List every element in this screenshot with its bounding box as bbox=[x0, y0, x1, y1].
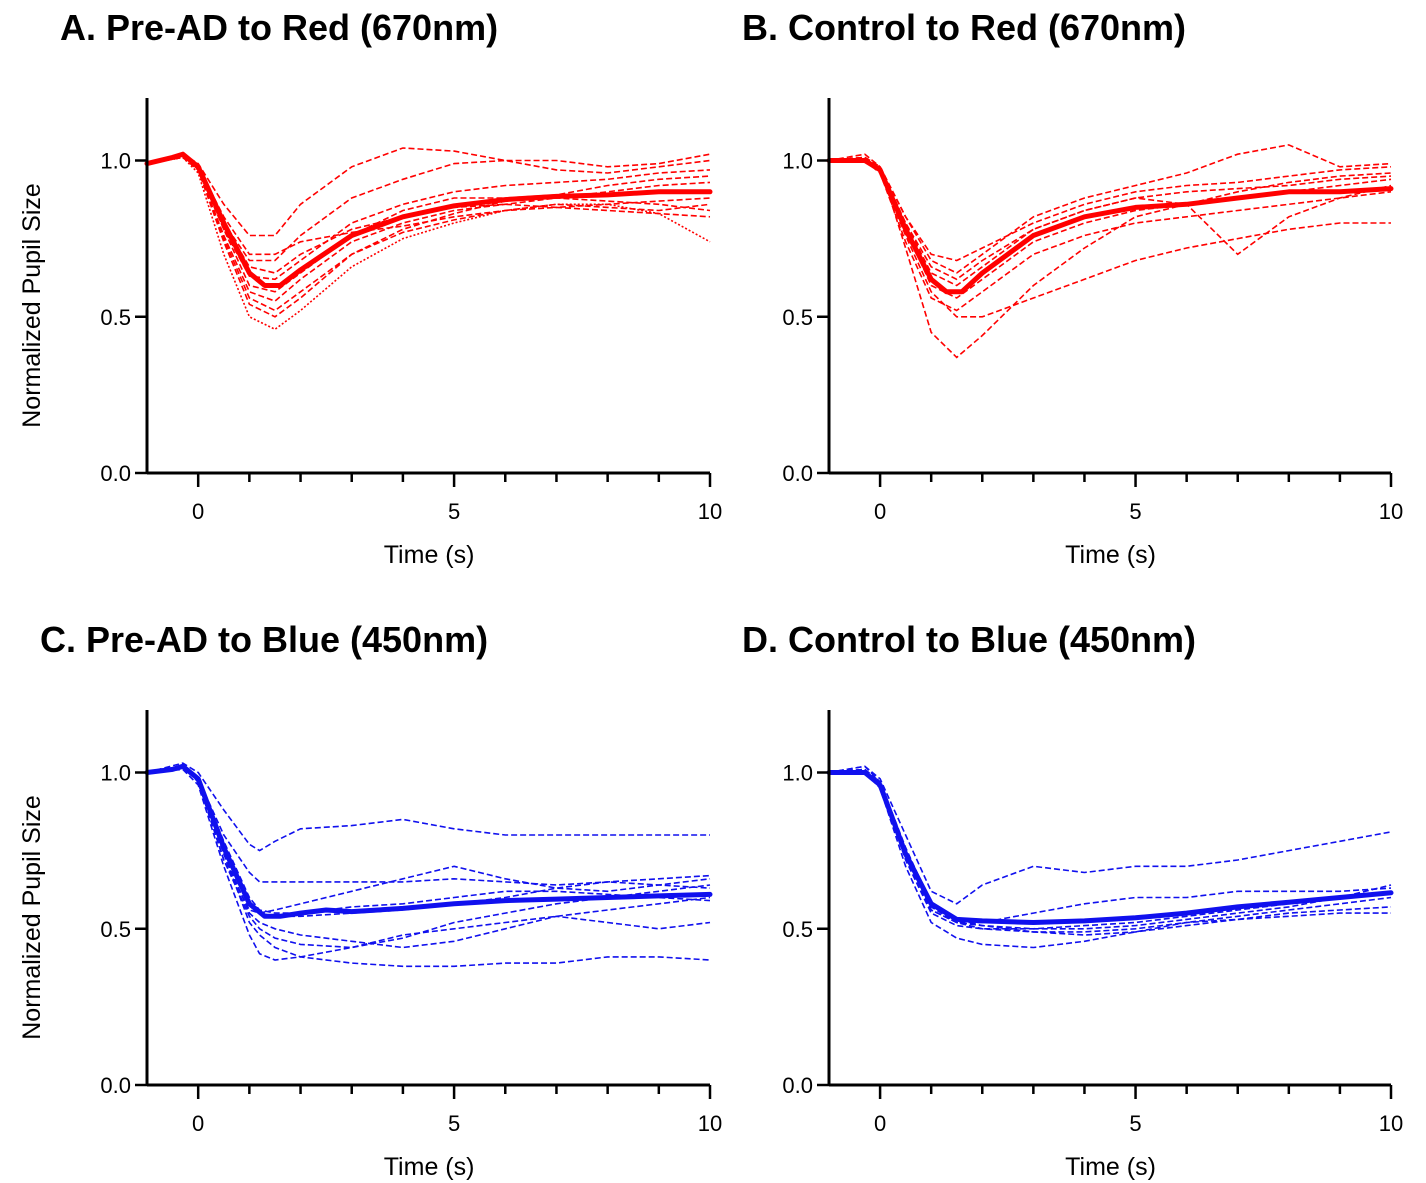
trace-line-1 bbox=[146, 762, 710, 852]
trace-line-8 bbox=[146, 765, 711, 914]
panel-title: A. Pre-AD to Red (670nm) bbox=[60, 7, 498, 48]
trace-line-6 bbox=[828, 156, 1392, 281]
x-tick-label: 0 bbox=[192, 1111, 204, 1136]
x-tick-label: 10 bbox=[1379, 499, 1403, 524]
trace-line-4 bbox=[828, 156, 1392, 287]
y-tick-label: 0.5 bbox=[100, 917, 131, 942]
trace-line-5 bbox=[829, 159, 1392, 299]
y-tick-label: 1.0 bbox=[100, 761, 131, 786]
trace-line-9 bbox=[146, 156, 711, 318]
y-tick-label: 1.0 bbox=[100, 149, 131, 174]
panel-title: C. Pre-AD to Blue (450nm) bbox=[40, 619, 488, 660]
trace-line-10 bbox=[146, 156, 711, 331]
x-tick-label: 5 bbox=[448, 499, 460, 524]
x-axis-label: Time (s) bbox=[384, 1153, 475, 1181]
x-tick-label: 10 bbox=[1379, 1111, 1403, 1136]
x-tick-label: 5 bbox=[1129, 1111, 1141, 1136]
trace-line-6 bbox=[146, 765, 711, 949]
x-tick-label: 10 bbox=[698, 1111, 722, 1136]
y-axis-label: Normalized Pupil Size bbox=[18, 795, 46, 1040]
trace-line-1 bbox=[146, 147, 711, 237]
trace-line-7 bbox=[828, 768, 1392, 930]
panel-d: D. Control to Blue (450nm) Time (s) 0 5 10… bbox=[742, 619, 1403, 1181]
trace-line-5 bbox=[146, 768, 711, 961]
x-axis-label: Time (s) bbox=[1065, 1153, 1156, 1181]
x-axis-label: Time (s) bbox=[384, 541, 475, 569]
y-tick-label: 1.0 bbox=[782, 149, 813, 174]
mean-line bbox=[826, 770, 1394, 925]
x-tick-label: 5 bbox=[448, 1111, 460, 1136]
y-tick-label: 0.5 bbox=[782, 305, 813, 330]
mean-line bbox=[144, 763, 713, 919]
panel-b: B. Control to Red (670nm) Time (s) 0 5 10 0… bbox=[742, 7, 1403, 569]
trace-line-7 bbox=[829, 159, 1392, 312]
trace-line-3 bbox=[146, 765, 711, 886]
trace-line-9 bbox=[146, 765, 711, 918]
panel-a: A. Pre-AD to Red (670nm) Normalized Pupi… bbox=[18, 7, 722, 569]
trace-line-3 bbox=[828, 144, 1392, 274]
x-tick-label: 0 bbox=[874, 1111, 886, 1136]
individual-traces bbox=[828, 144, 1392, 359]
y-tick-label: 1.0 bbox=[782, 761, 813, 786]
panel-c: C. Pre-AD to Blue (450nm) Normalized Pup… bbox=[18, 619, 722, 1181]
y-axis-label: Normalized Pupil Size bbox=[18, 183, 46, 428]
trace-line-4 bbox=[146, 765, 711, 914]
panel-title: B. Control to Red (670nm) bbox=[742, 7, 1186, 48]
y-tick-label: 0.5 bbox=[100, 305, 131, 330]
x-tick-label: 10 bbox=[698, 499, 722, 524]
trace-line-1 bbox=[828, 153, 1392, 359]
x-tick-label: 0 bbox=[874, 499, 886, 524]
x-tick-label: 5 bbox=[1129, 499, 1141, 524]
y-tick-label: 0.0 bbox=[782, 1073, 813, 1098]
panel-title: D. Control to Blue (450nm) bbox=[742, 619, 1196, 660]
trace-line-4 bbox=[146, 156, 711, 303]
trace-line-1 bbox=[828, 765, 1392, 905]
trace-line-2 bbox=[829, 159, 1391, 318]
x-tick-label: 0 bbox=[192, 499, 204, 524]
trace-line-7 bbox=[146, 765, 711, 949]
mean-line bbox=[826, 158, 1394, 295]
y-tick-label: 0.0 bbox=[100, 461, 131, 486]
y-tick-label: 0.0 bbox=[100, 1073, 131, 1098]
mean-line bbox=[144, 151, 713, 288]
x-axis-label: Time (s) bbox=[1065, 541, 1156, 569]
y-tick-label: 0.0 bbox=[782, 461, 813, 486]
trace-line-4 bbox=[828, 768, 1392, 930]
y-tick-label: 0.5 bbox=[782, 917, 813, 942]
